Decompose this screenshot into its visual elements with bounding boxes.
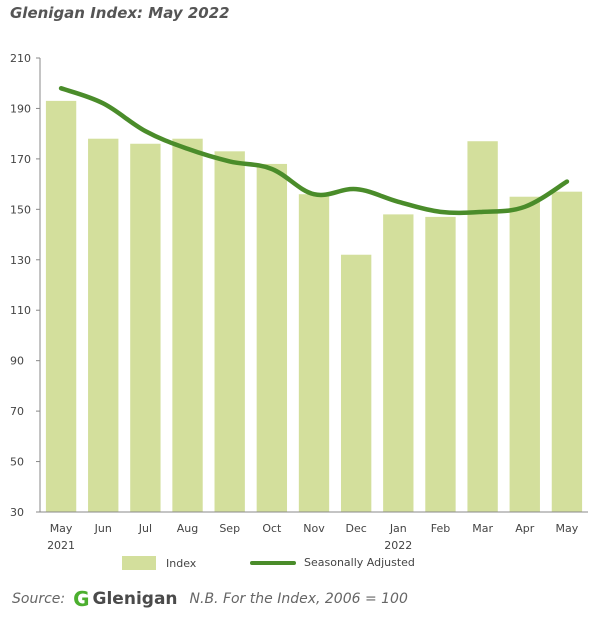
bar	[467, 141, 498, 512]
legend-swatch-index	[122, 556, 156, 570]
y-tick-label: 50	[10, 456, 24, 469]
legend: Index Seasonally Adjusted	[0, 556, 600, 576]
x-tick-label: Feb	[431, 522, 450, 535]
legend-item-seasonally-adjusted: Seasonally Adjusted	[250, 556, 415, 569]
x-tick-label: Sep	[219, 522, 240, 535]
y-tick-label: 130	[10, 254, 31, 267]
legend-item-index: Index	[122, 556, 196, 570]
y-tick-label: 150	[10, 203, 31, 216]
bar	[425, 216, 456, 512]
footer: Source: G Glenigan N.B. For the Index, 2…	[12, 587, 408, 611]
legend-label-index: Index	[166, 556, 197, 570]
x-tick-label: Jun	[94, 522, 112, 535]
chart-area: 30 50 70 90 110 130 150 170 190 210 May 2021 Jun Jul…	[10, 52, 588, 552]
bar	[383, 214, 414, 512]
x-axis: May 2021 Jun Jul Aug Sep Oct Nov Dec Jan 2022 Feb Ma…	[40, 511, 588, 552]
x-tick-label: Mar	[472, 522, 493, 535]
bar	[130, 143, 161, 512]
line-series	[58, 86, 570, 216]
glenigan-logo: G Glenigan	[73, 587, 177, 611]
x-tick-label: Oct	[262, 522, 282, 535]
y-tick-label: 110	[10, 304, 31, 317]
x-tick-sublabel: 2021	[47, 539, 75, 552]
y-tick-label: 210	[10, 52, 31, 65]
footer-note: N.B. For the Index, 2006 = 100	[189, 591, 408, 607]
x-tick-label: Nov	[303, 522, 325, 535]
bar	[88, 138, 119, 512]
chart-title: Glenigan Index: May 2022	[10, 4, 230, 22]
x-tick-label: Jul	[138, 522, 152, 535]
glenigan-logo-icon: G	[73, 587, 90, 611]
source-label: Source:	[12, 591, 66, 607]
glenigan-logo-text: Glenigan	[92, 589, 178, 609]
bar	[172, 138, 203, 512]
x-tick-label: Aug	[177, 522, 198, 535]
bar	[340, 254, 372, 512]
bar	[551, 191, 583, 512]
y-tick-label: 190	[10, 102, 31, 115]
bar	[45, 100, 77, 512]
bar	[256, 163, 288, 512]
x-tick-sublabel: 2022	[384, 539, 412, 552]
x-tick-label: Jan	[389, 522, 407, 535]
y-axis: 30 50 70 90 110 130 150 170 190 210	[10, 52, 41, 519]
x-tick-label: Apr	[515, 522, 535, 535]
legend-swatch-seasonally-adjusted	[250, 560, 296, 565]
y-tick-label: 170	[10, 153, 31, 166]
bar	[298, 194, 330, 512]
y-tick-label: 90	[10, 355, 24, 368]
x-tick-label: May	[50, 522, 73, 535]
bar	[509, 196, 540, 512]
legend-label-seasonally-adjusted: Seasonally Adjusted	[304, 556, 415, 569]
y-tick-label: 30	[10, 506, 24, 519]
y-tick-label: 70	[10, 405, 24, 418]
x-tick-label: May	[556, 522, 579, 535]
bar-series	[45, 100, 583, 513]
bar	[214, 151, 245, 513]
seasonally-adjusted-line	[58, 86, 570, 216]
x-tick-label: Dec	[346, 522, 367, 535]
